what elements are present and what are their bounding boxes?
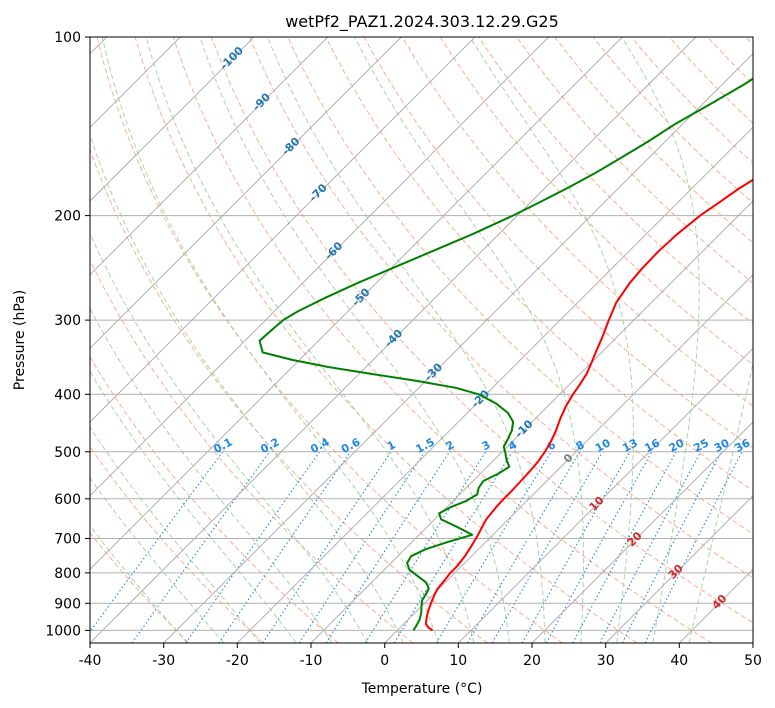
mixing-ratio-label: 36 (733, 436, 753, 455)
dry-adiabat (401, 37, 753, 407)
x-tick-label: 40 (670, 653, 688, 669)
background-lines (90, 37, 753, 643)
x-tick-label: 0 (380, 653, 389, 669)
mixing-ratio-line (572, 451, 677, 643)
x-axis-label: Temperature (°C) (361, 681, 483, 697)
mixing-ratio-line (521, 451, 631, 643)
x-axis-ticks: -40 -30 -20 -10 0 10 20 30 40 50 (79, 643, 762, 669)
y-tick-label: 700 (54, 532, 81, 548)
dry-adiabat (134, 37, 638, 643)
mixing-ratio-line (545, 451, 653, 643)
isotherm-line (90, 37, 697, 643)
dry-adiabat (325, 37, 753, 492)
moist-adiabat (90, 426, 261, 643)
moist-adiabat (90, 231, 369, 643)
chart-title: wetPf2_PAZ1.2024.303.12.29.G25 (285, 12, 559, 32)
x-tick-label: 20 (523, 653, 541, 669)
dry-adiabat (96, 37, 563, 643)
mixing-ratio-line (218, 451, 351, 643)
plot-frame (89, 36, 754, 644)
mixing-ratio-label: 13 (620, 436, 640, 455)
x-tick-label: -10 (300, 653, 323, 669)
isotherm-line (384, 273, 753, 643)
mixing-ratio-line (298, 451, 426, 643)
y-tick-label: 400 (54, 387, 81, 403)
moist-adiabat (90, 477, 225, 643)
y-tick-label: 1000 (45, 623, 81, 639)
x-tick-label: 10 (449, 653, 467, 669)
dry-adiabat (211, 37, 753, 624)
y-tick-label: 300 (54, 313, 81, 329)
mixing-ratio-label: 30 (712, 436, 732, 455)
moist-adiabat (267, 37, 546, 643)
dry-adiabat (90, 531, 190, 643)
dry-adiabat (516, 37, 753, 284)
x-tick-label: 30 (597, 653, 615, 669)
profile-series (258, 77, 753, 632)
isotherm-line (531, 421, 753, 643)
mixing-ratio-line (90, 451, 224, 633)
mixing-ratio-line (325, 451, 451, 643)
mixing-ratio-line (131, 451, 271, 643)
mixing-ratio-label: 10 (593, 436, 613, 455)
isotherm-line (90, 37, 476, 423)
mixing-ratio-label: 20 (667, 436, 687, 455)
x-tick-label: -30 (152, 653, 175, 669)
y-tick-label: 600 (54, 492, 81, 508)
isotherm-line (163, 52, 753, 643)
isotherm-line (90, 37, 623, 571)
mixing-ratio-line (435, 451, 552, 643)
dry-adiabat (90, 445, 264, 643)
dry-adiabat (249, 37, 753, 579)
dry-adiabat (90, 355, 339, 643)
mixing-ratio-line (599, 451, 702, 643)
mixing-ratio-line (644, 451, 743, 643)
y-tick-label: 200 (54, 209, 81, 225)
isotherm-line (90, 37, 255, 202)
mixing-ratio-label: 16 (642, 436, 662, 455)
x-tick-label: 50 (744, 653, 762, 669)
isotherm-line (90, 37, 550, 497)
isotherm-line (605, 494, 753, 643)
moist-adiabat (199, 37, 510, 643)
dewpoint-series-line (258, 77, 753, 631)
mixing-ratio-line (262, 451, 392, 643)
y-axis-ticks: 100 200 300 400 500 600 700 800 900 1000 (45, 30, 90, 639)
y-axis-label: Pressure (hPa) (12, 290, 28, 390)
dry-adiabat (172, 37, 712, 643)
moist-adiabat (90, 133, 404, 643)
isotherm-line (90, 37, 329, 276)
moist-adiabat (145, 37, 475, 643)
isotherm-line (457, 347, 753, 643)
mixing-ratio-line (185, 451, 321, 643)
x-tick-label: -20 (226, 653, 249, 669)
dry-adiabat (90, 148, 488, 643)
y-tick-label: 800 (54, 566, 81, 582)
dry-adiabat (439, 37, 753, 366)
pressure-gridlines (90, 37, 753, 643)
moist-adiabat (90, 307, 333, 643)
isotherm-line (90, 37, 402, 350)
y-tick-label: 500 (54, 445, 81, 461)
moist-adiabat (688, 361, 753, 643)
mixing-ratio-label: 25 (691, 436, 711, 455)
moist-adiabat (101, 37, 439, 643)
mixing-ratio-line (364, 451, 487, 643)
x-tick-label: -40 (79, 653, 102, 669)
y-tick-label: 900 (54, 596, 81, 612)
isotherm-line (236, 126, 753, 643)
moist-adiabat (621, 37, 700, 643)
isotherm-line (310, 200, 753, 643)
temperature-series-line (424, 178, 753, 632)
y-tick-label: 100 (54, 30, 81, 46)
moist-adiabat (354, 37, 584, 643)
